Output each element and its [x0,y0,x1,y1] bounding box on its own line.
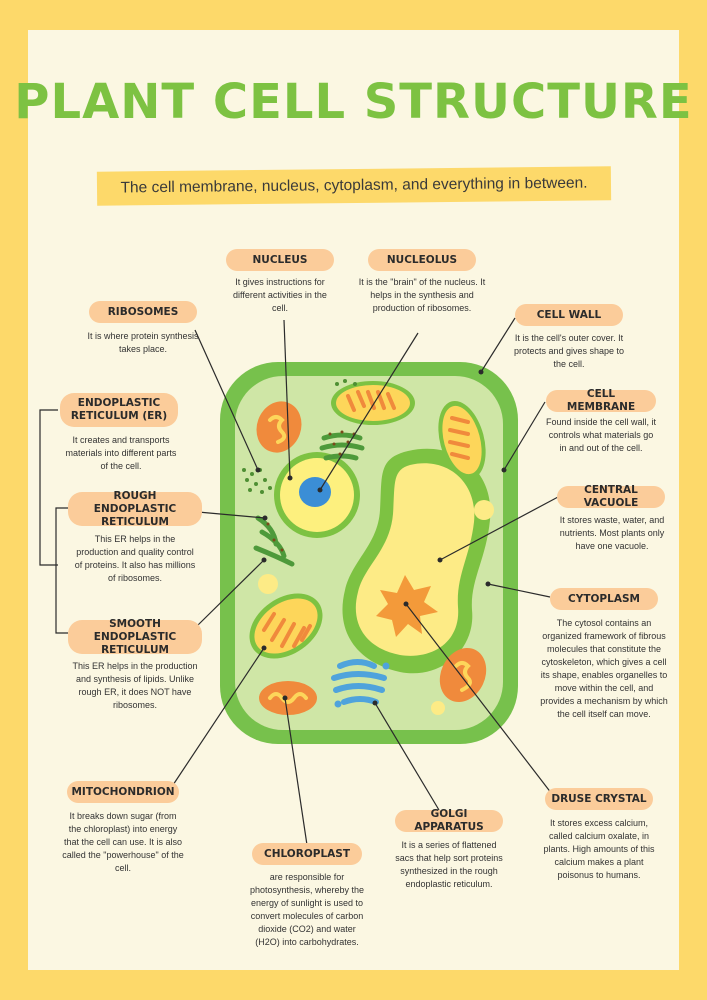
label-mitochondrion: MITOCHONDRION [67,781,179,803]
desc-mitochondrion: It breaks down sugar (from the chloropla… [62,811,184,873]
label-cell-wall: CELL WALL [515,304,623,326]
label-cytoplasm: CYTOPLASM [550,588,658,610]
ribosomes [242,468,272,494]
label-endoplastic-reticulum: ENDOPLASTIC RETICULUM (ER) [60,393,178,427]
desc-nucleolus: It is the "brain" of the nucleus. It hel… [358,277,486,313]
label-nucleolus: NUCLEOLUS [368,249,476,271]
mitochondrion-bottom [259,681,317,715]
label-golgi-apparatus: GOLGI APPARATUS [395,808,503,833]
label-cell-membrane: CELL MEMBRANE [546,388,656,413]
label-ribosomes: RIBOSOMES [89,301,197,323]
desc-golgi-apparatus: It is a series of flattened sacs that he… [395,840,503,889]
desc-rough-er: This ER helps in the production and qual… [74,534,196,583]
desc-druse-crystal: It stores excess calcium, called calcium… [543,818,655,880]
desc-cytoplasm: The cytosol contains an organized framew… [540,618,668,719]
desc-cell-wall: It is the cell's outer cover. It protect… [513,333,625,369]
label-chloroplast: CHLOROPLAST [252,843,362,865]
desc-endoplastic-reticulum: It creates and transports materials into… [65,435,177,471]
desc-smooth-er: This ER helps in the production and synt… [72,661,198,710]
desc-chloroplast: are responsible for photosynthesis, wher… [249,872,365,947]
label-rough-er: ROUGH ENDOPLASTIC RETICULUM [68,490,202,528]
label-central-vacuole: CENTRAL VACUOLE [557,484,665,509]
label-nucleus: NUCLEUS [226,249,334,271]
mitochondrion-right [439,647,487,703]
desc-cell-membrane: Found inside the cell wall, it controls … [545,417,657,453]
leader-lines [172,317,559,846]
desc-central-vacuole: It stores waste, water, and nutrients. M… [559,515,665,551]
golgi-apparatus [331,659,387,705]
label-druse-crystal: DRUSE CRYSTAL [545,788,653,810]
smooth-er [253,515,295,567]
er-bracket [39,409,58,566]
page-title: PLANT CELL STRUCTURE [14,74,693,130]
label-smooth-er: SMOOTH ENDOPLASTIC RETICULUM [68,618,202,656]
desc-ribosomes: It is where protein synthesis takes plac… [87,331,199,354]
nucleolus [299,477,331,507]
desc-nucleus: It gives instructions for different acti… [233,277,327,313]
